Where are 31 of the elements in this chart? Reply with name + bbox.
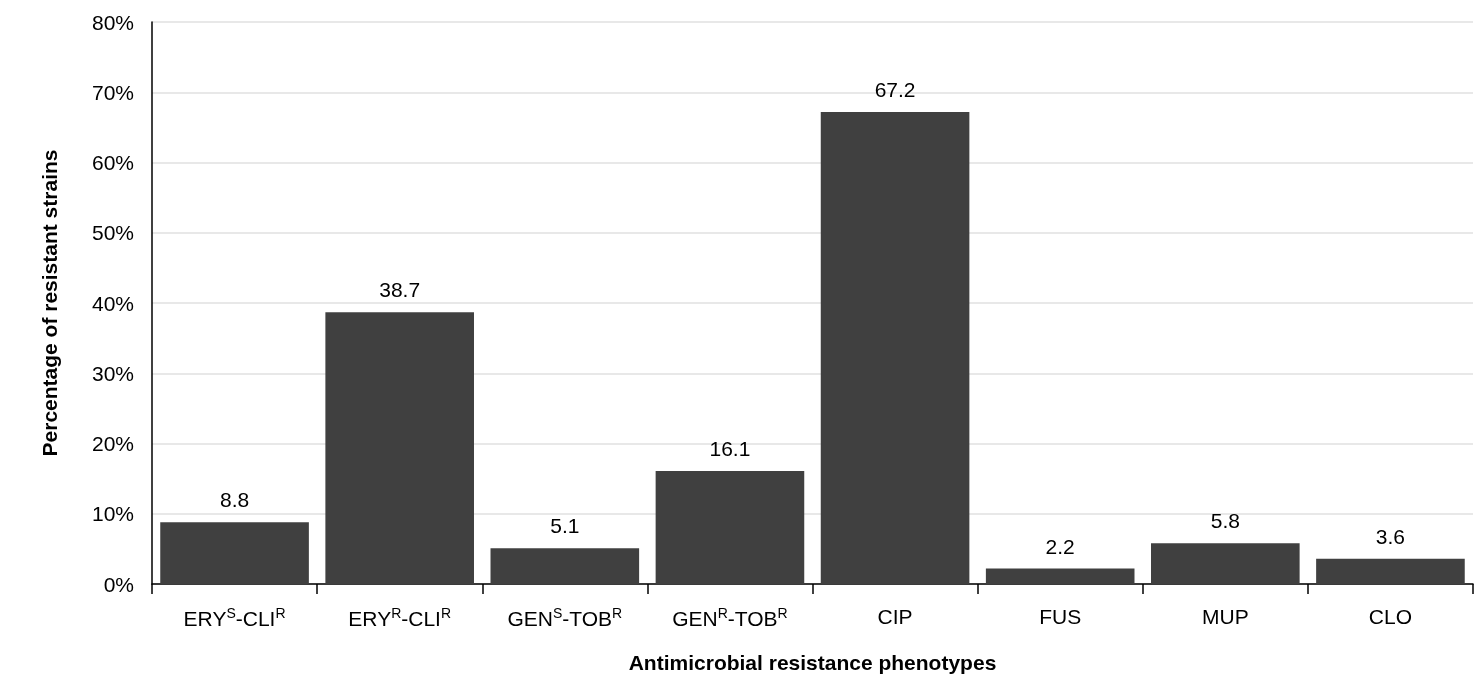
x-tick-label: CLO bbox=[1368, 605, 1413, 628]
x-tick-label: FUS bbox=[1039, 605, 1082, 628]
bar bbox=[325, 312, 474, 584]
x-tick-label: MUP bbox=[1201, 605, 1249, 628]
data-label: 2.2 bbox=[1045, 534, 1075, 558]
bar bbox=[1316, 558, 1465, 584]
bar bbox=[1151, 543, 1300, 584]
y-tick-label: 30% bbox=[91, 361, 134, 385]
bar bbox=[490, 548, 640, 584]
data-label: 3.6 bbox=[1375, 524, 1406, 548]
y-tick-label: 70% bbox=[91, 80, 134, 104]
y-tick-label: 80% bbox=[91, 10, 134, 34]
y-tick-label: 20% bbox=[91, 432, 134, 455]
x-axis-title: Antimicrobial resistance phenotypes bbox=[628, 651, 997, 674]
x-tick-label: CIP bbox=[877, 605, 913, 628]
y-tick-label: 50% bbox=[91, 221, 134, 245]
data-label: 5.1 bbox=[550, 514, 580, 538]
y-tick-label: 60% bbox=[91, 151, 134, 174]
data-label: 16.1 bbox=[709, 436, 751, 460]
y-tick-label: 0% bbox=[103, 572, 134, 596]
data-label: 8.8 bbox=[219, 488, 250, 512]
bar bbox=[160, 522, 309, 584]
bar bbox=[985, 568, 1135, 584]
data-label: 38.7 bbox=[379, 278, 421, 302]
bar bbox=[820, 111, 970, 584]
data-label: 5.8 bbox=[1210, 509, 1240, 533]
bar bbox=[655, 470, 805, 584]
y-axis-title: Percentage of resistant strains bbox=[38, 149, 61, 457]
data-label: 67.2 bbox=[874, 77, 916, 101]
y-tick-label: 10% bbox=[91, 502, 134, 526]
y-tick-label: 40% bbox=[91, 291, 134, 315]
